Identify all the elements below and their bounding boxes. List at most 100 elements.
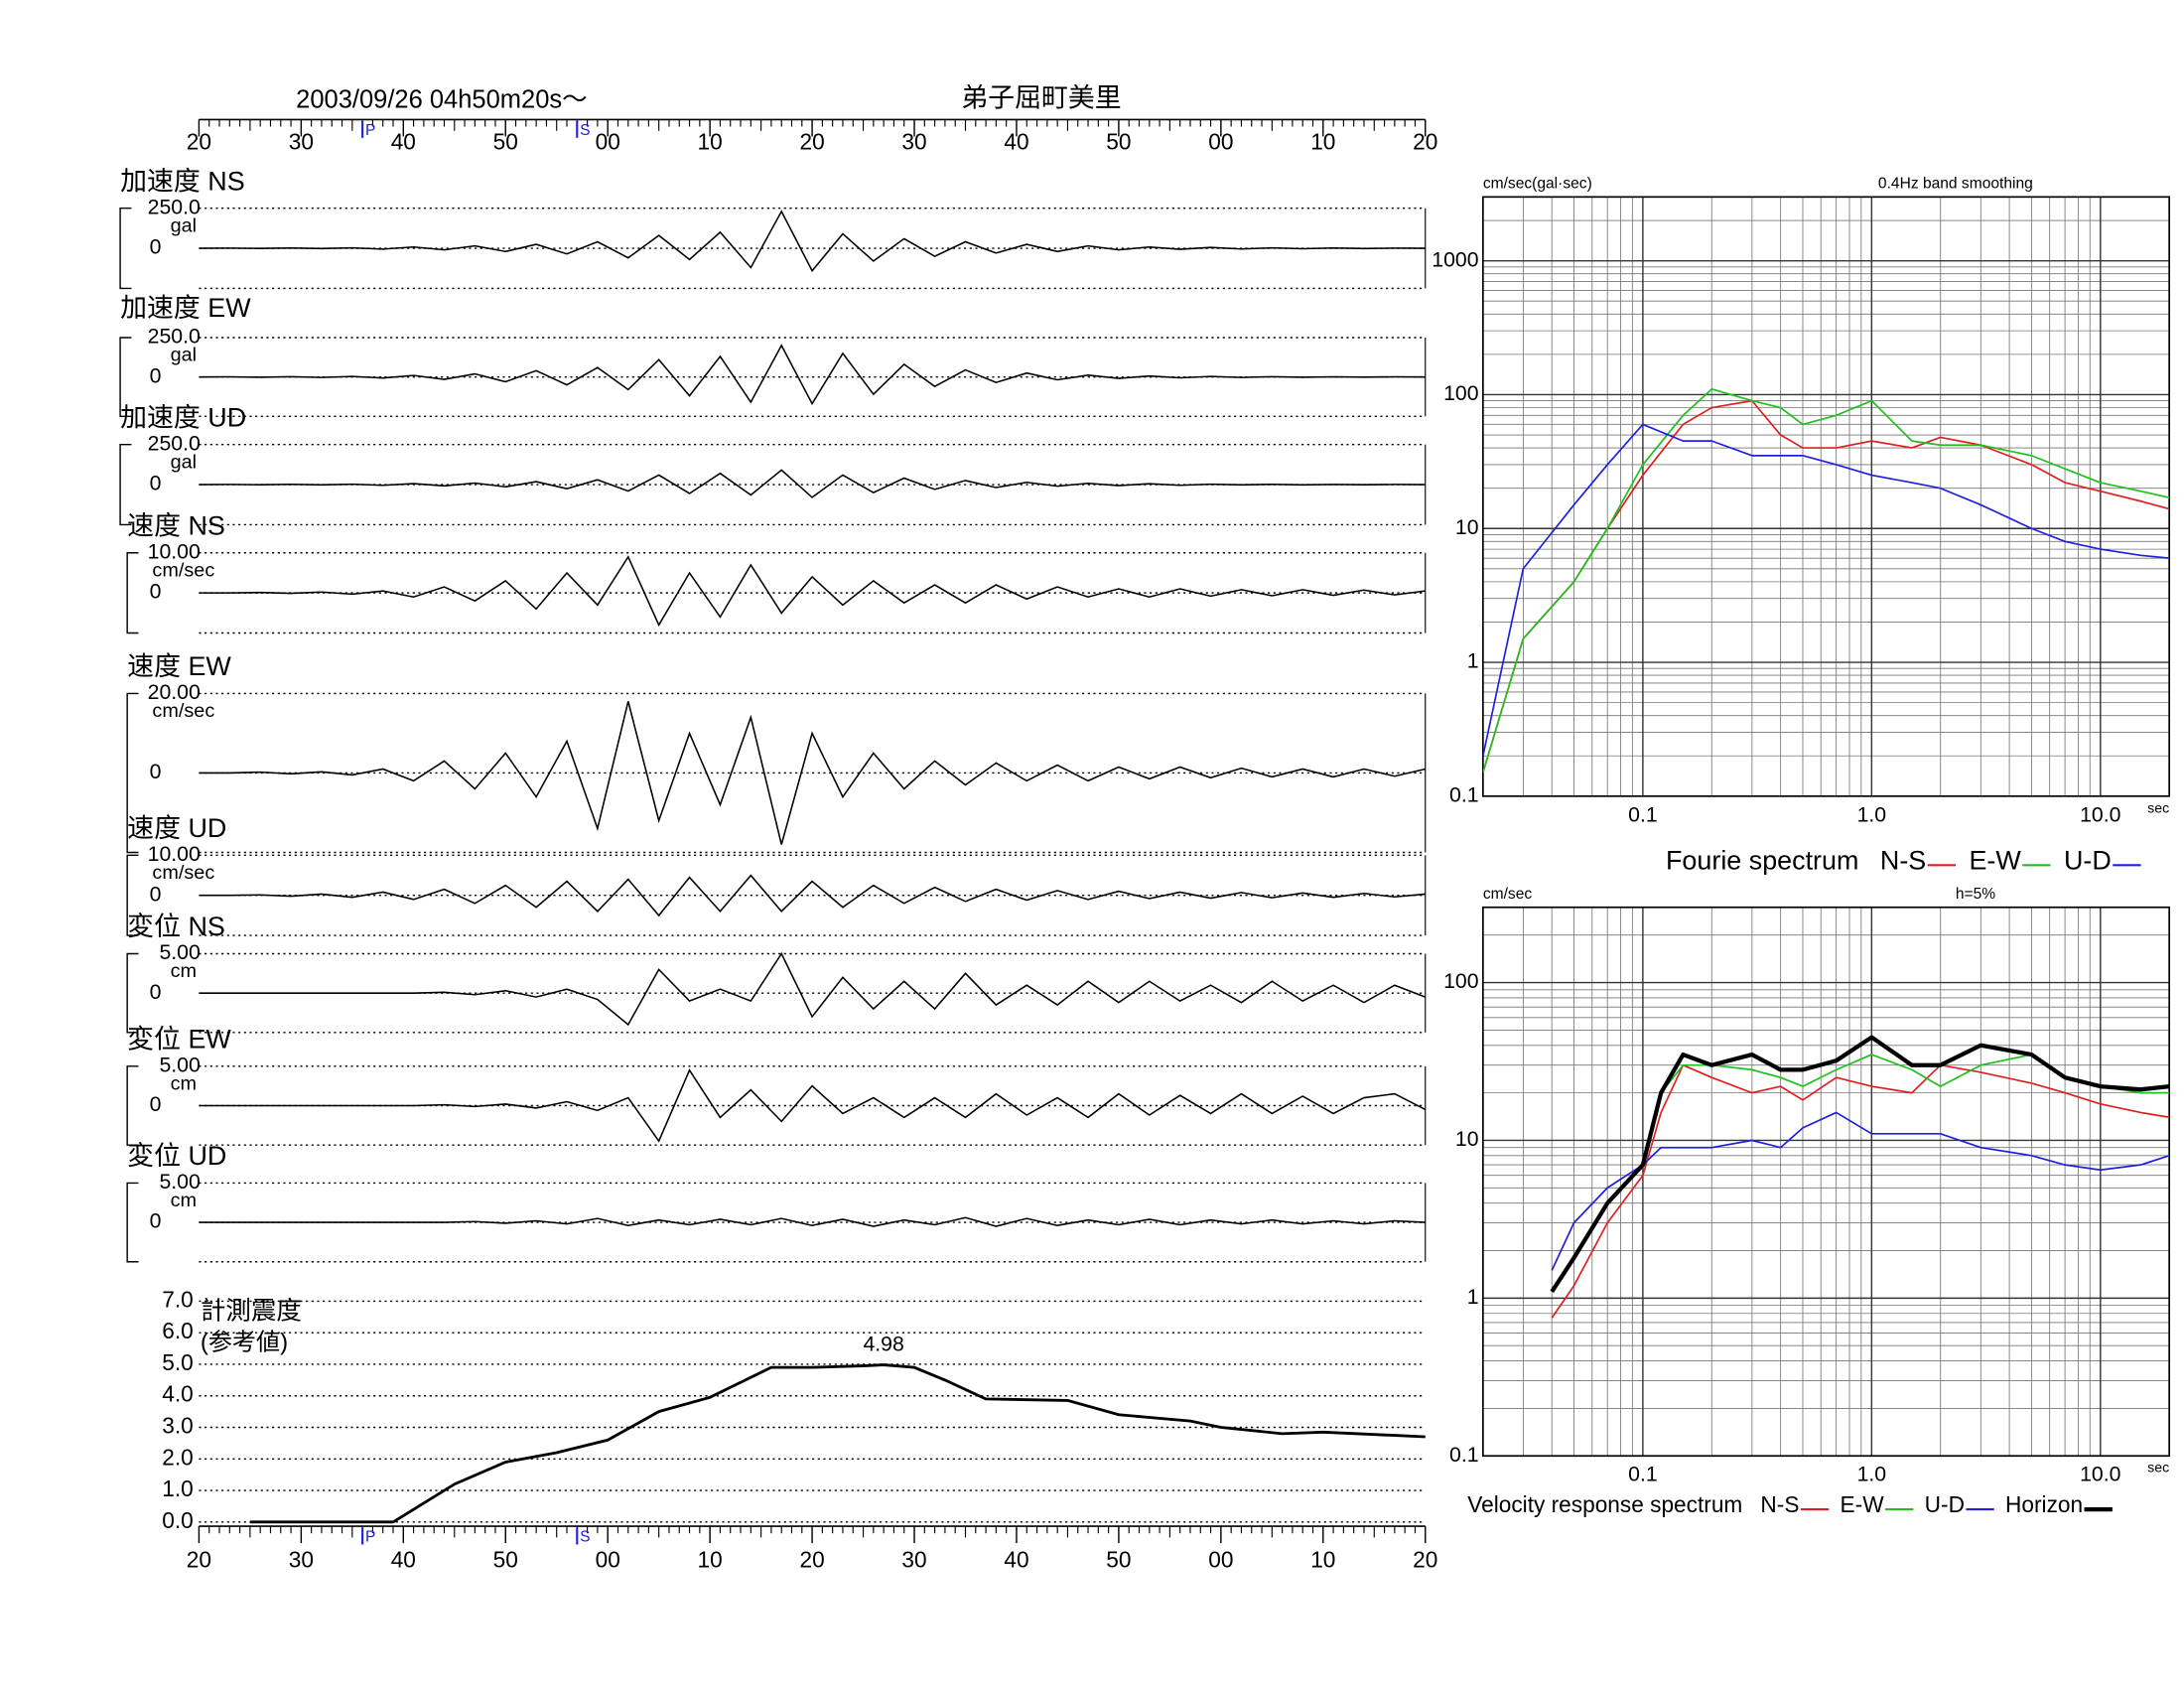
spectrum-line [1482, 388, 2170, 774]
phase-label: S [580, 1529, 590, 1546]
y-tick-label: 0.0 [162, 1507, 194, 1533]
time-tick-label: 30 [289, 128, 314, 154]
unit-label: gal [171, 345, 197, 366]
time-tick-label: 30 [901, 1546, 926, 1572]
time-tick-label: 50 [493, 128, 518, 154]
time-tick-label: 00 [1208, 1546, 1233, 1572]
x-tick-label: 10.0 [2080, 1463, 2120, 1486]
unit-label: cm/sec [152, 700, 214, 722]
time-tick-label: 50 [493, 1546, 518, 1572]
y-axis-label: cm/sec(gal·sec) [1483, 176, 1592, 193]
unit-label: cm [171, 960, 197, 982]
waveform [199, 555, 1426, 628]
y-tick-label: 0.1 [1449, 782, 1479, 806]
spectrum-line [1550, 1035, 2170, 1293]
y-tick-label: 1 [1467, 1285, 1479, 1309]
zero-label: 0 [150, 1209, 162, 1233]
zero-label: 0 [150, 363, 162, 387]
legend-label: N-S [1760, 1491, 1799, 1517]
time-tick-label: 10 [698, 1546, 723, 1572]
time-tick-label: 50 [1106, 1546, 1131, 1572]
x-tick-label: 1.0 [1857, 1463, 1887, 1486]
panel-name: 加速度 UD [120, 402, 246, 432]
panel-name: 加速度 NS [120, 166, 245, 196]
unit-label: cm/sec [152, 862, 214, 884]
y-tick-label: 5.0 [162, 1349, 194, 1375]
waveform [199, 701, 1426, 845]
legend-label: E-W [1841, 1491, 1885, 1517]
y-tick-label: 1000 [1432, 247, 1478, 271]
unit-label: gal [171, 214, 197, 236]
series-group [1550, 1035, 2170, 1319]
panel-bracket [126, 552, 139, 634]
panel-name: 変位 UD [127, 1141, 226, 1171]
x-tick-label: 0.1 [1628, 1463, 1658, 1486]
time-tick-label: 20 [187, 128, 211, 154]
time-tick-label: 20 [1413, 1546, 1437, 1572]
intensity-line [249, 1363, 1426, 1524]
legend-label: U-D [1925, 1491, 1965, 1517]
spectrum-line [1482, 423, 2170, 757]
y-tick-label: 10 [1455, 1127, 1479, 1151]
note: h=5% [1956, 886, 1995, 903]
legend-label: Horizon [2005, 1491, 2083, 1517]
panel-bracket [126, 854, 139, 936]
time-tick-label: 50 [1106, 128, 1131, 154]
panel-name: 変位 NS [127, 912, 225, 941]
record-title: 2003/09/26 04h50m20s〜 [296, 86, 587, 114]
zero-label: 0 [150, 980, 162, 1004]
x-tick-label: 1.0 [1857, 802, 1887, 826]
unit-label: cm/sec [152, 559, 214, 581]
panel-bracket [126, 952, 139, 1034]
panel-name: 速度 NS [127, 510, 225, 540]
time-tick-label: 20 [799, 128, 824, 154]
panel-bracket [126, 1182, 139, 1263]
time-tick-label: 40 [391, 1546, 416, 1572]
x-tick-label: 10.0 [2080, 802, 2120, 826]
time-tick-label: 20 [1413, 128, 1437, 154]
y-axis-label: cm/sec [1483, 886, 1533, 903]
y-tick-label: 2.0 [162, 1444, 194, 1470]
zero-label: 0 [150, 760, 162, 783]
plot-frame [1481, 196, 2171, 797]
panel-name: 速度 EW [127, 651, 231, 681]
time-tick-label: 40 [1004, 1546, 1028, 1572]
legend-title: Velocity response spectrum [1467, 1491, 1742, 1517]
spectrum-line [1551, 1111, 2170, 1271]
legend-label: U-D [2064, 846, 2112, 876]
phase-label: P [365, 122, 375, 139]
panel-bracket [119, 443, 132, 526]
time-tick-label: 20 [187, 1546, 211, 1572]
time-tick-label: 00 [1208, 128, 1233, 154]
y-tick-label: 6.0 [162, 1318, 194, 1343]
time-tick-label: 40 [1004, 128, 1028, 154]
zero-label: 0 [150, 1092, 162, 1116]
unit-label: cm [171, 1190, 197, 1211]
zero-label: 0 [150, 235, 162, 259]
phase-label: P [365, 1529, 375, 1546]
legend-label: N-S [1880, 846, 1926, 876]
scale-label: 5.00 [159, 1053, 200, 1076]
note: 0.4Hz band smoothing [1878, 176, 2033, 193]
panel-bracket [119, 207, 132, 290]
x-unit: sec [2147, 800, 2169, 816]
time-tick-label: 30 [901, 128, 926, 154]
y-tick-label: 7.0 [162, 1286, 194, 1312]
zero-label: 0 [150, 580, 162, 604]
waveform [199, 1068, 1427, 1143]
time-tick-label: 10 [1310, 128, 1335, 154]
y-tick-label: 0.1 [1449, 1443, 1479, 1467]
time-tick-label: 10 [698, 128, 723, 154]
intensity-label: 計測震度 [201, 1297, 302, 1325]
panel-name: 速度 UD [127, 813, 226, 843]
waveform [199, 344, 1426, 406]
scale-label: 5.00 [159, 940, 200, 964]
panel-bracket [126, 692, 139, 854]
scale-label: 250.0 [148, 325, 201, 349]
spectrum-line [1482, 399, 2170, 774]
scale-label: 5.00 [159, 1170, 200, 1194]
panel-bracket [126, 1065, 139, 1146]
plot-frame [1481, 906, 2171, 1458]
legend-label: E-W [1969, 846, 2021, 876]
